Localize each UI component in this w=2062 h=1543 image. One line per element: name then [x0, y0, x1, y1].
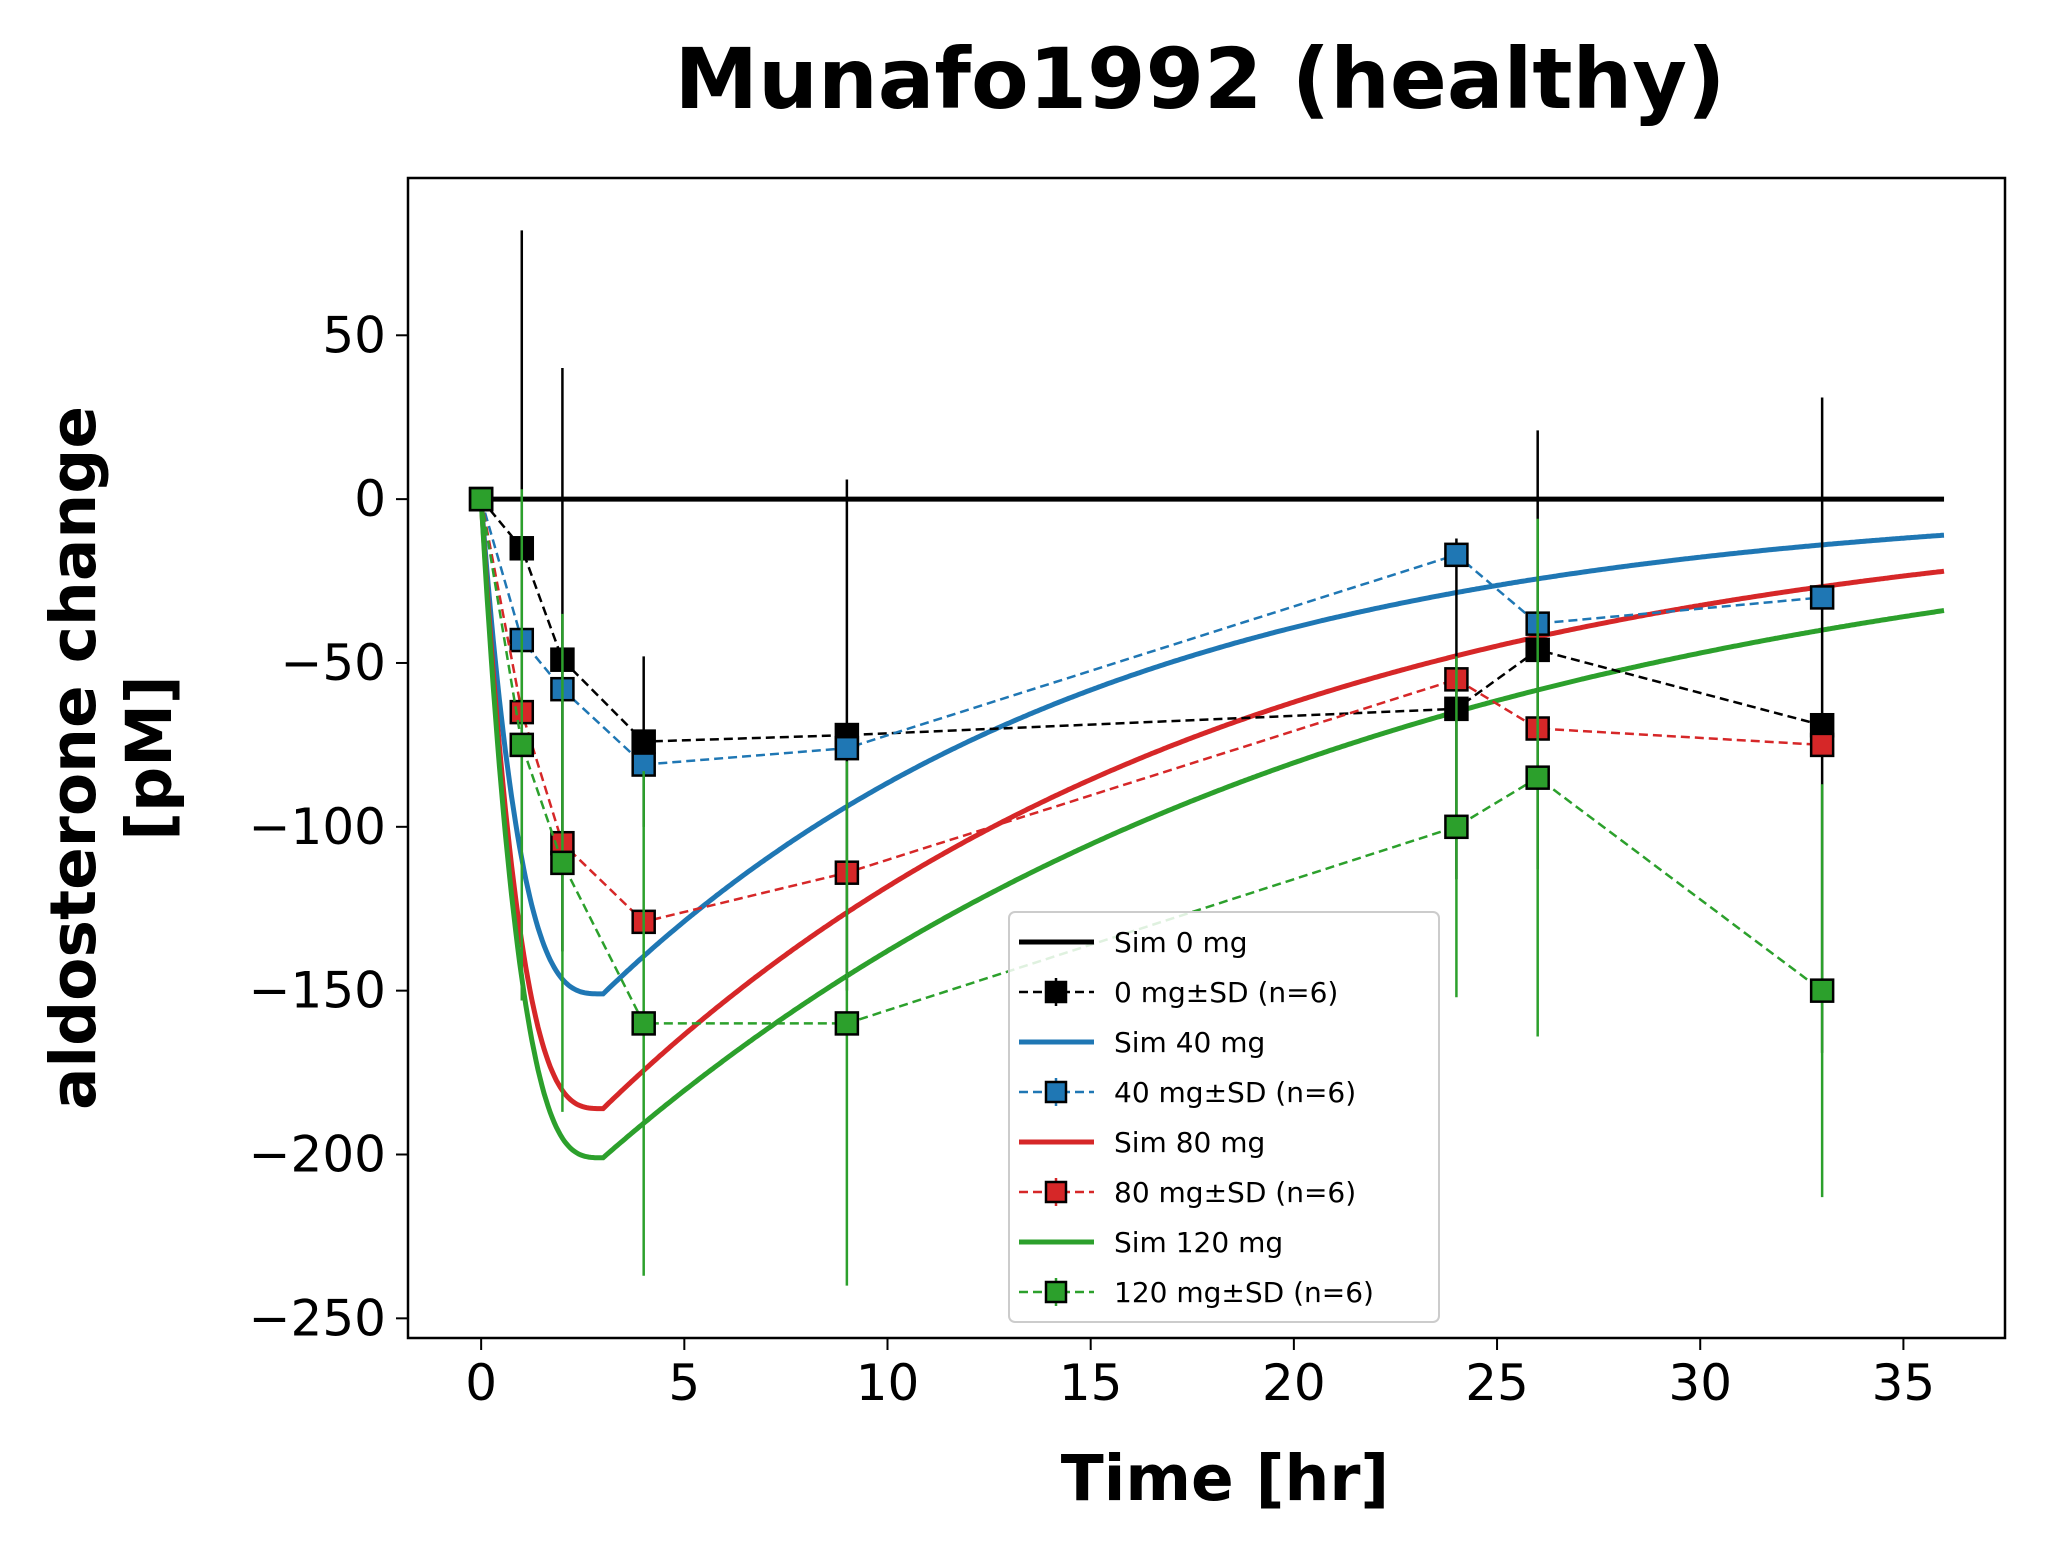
- data-point: [1444, 814, 1469, 840]
- y-tick-label: −50: [280, 634, 386, 692]
- data-point: [509, 732, 535, 758]
- data-line-120mg: [479, 498, 1823, 1025]
- chart-title: Munafo1992 (healthy): [675, 30, 1726, 128]
- y-axis: −250 −200 −150 −100 −50 0 50: [249, 306, 408, 1347]
- y-axis-label-unit: [pM]: [113, 675, 186, 840]
- legend-sim-label-0mg: Sim 0 mg: [1114, 926, 1248, 959]
- data-point: [1809, 978, 1835, 1003]
- data-series-80mg: [468, 486, 1835, 935]
- plot-area: [468, 230, 1945, 1286]
- legend-data-label-80mg: 80 mg±SD (n=6): [1114, 1176, 1356, 1209]
- data-series-120mg: [468, 486, 1835, 1286]
- data-series-40mg: [468, 486, 1835, 777]
- y-axis-label: aldosterone change: [37, 406, 110, 1110]
- x-axis-label: Time [hr]: [1061, 1442, 1389, 1515]
- legend-sim-label-40mg: Sim 40 mg: [1114, 1026, 1265, 1059]
- data-point: [1444, 542, 1469, 568]
- x-tick-label: 15: [1059, 1354, 1123, 1412]
- x-tick-label: 0: [465, 1354, 497, 1412]
- y-tick-label: 0: [354, 470, 386, 528]
- data-point: [550, 850, 575, 876]
- legend-data-marker-0mg: [1044, 980, 1068, 1004]
- x-tick-label: 35: [1872, 1354, 1936, 1412]
- y-tick-label: −250: [249, 1289, 386, 1347]
- legend-data-label-40mg: 40 mg±SD (n=6): [1114, 1076, 1356, 1109]
- data-point: [468, 486, 494, 512]
- data-point: [1525, 765, 1550, 790]
- legend-data-marker-80mg: [1044, 1180, 1068, 1204]
- data-point: [1809, 732, 1835, 758]
- x-tick-label: 5: [668, 1354, 700, 1412]
- y-tick-label: 50: [322, 306, 386, 364]
- data-point: [834, 735, 860, 761]
- sim-curve-80mg: [478, 498, 1945, 1112]
- x-tick-label: 20: [1262, 1354, 1326, 1412]
- legend-data-label-120mg: 120 mg±SD (n=6): [1114, 1276, 1374, 1309]
- data-point: [631, 729, 656, 754]
- legend: Sim 0 mg 0 mg±SD (n=6) Sim 40 mg 40 mg±SD (…: [1008, 911, 1440, 1323]
- legend-box: [1008, 911, 1440, 1323]
- data-line-40mg: [479, 498, 1823, 766]
- sim-curve-120mg: [478, 498, 1945, 1161]
- legend-data-label-0mg: 0 mg±SD (n=6): [1114, 976, 1338, 1009]
- x-axis: 0 5 10 15 20 25 30 35: [465, 1338, 1935, 1412]
- legend-data-marker-40mg: [1044, 1080, 1068, 1104]
- x-tick-label: 10: [856, 1354, 920, 1412]
- plot-content: [468, 230, 1945, 1286]
- sim-curve-40mg: [478, 498, 1945, 997]
- data-line-80mg: [479, 498, 1823, 924]
- y-tick-label: −150: [249, 962, 386, 1020]
- data-point: [834, 1011, 860, 1036]
- data-point: [1809, 585, 1835, 610]
- y-tick-label: −100: [249, 798, 386, 856]
- data-line-0mg: [480, 498, 1823, 743]
- x-tick-label: 30: [1668, 1354, 1732, 1412]
- legend-sim-label-120mg: Sim 120 mg: [1114, 1226, 1283, 1259]
- data-point: [631, 1011, 656, 1036]
- y-tick-label: −200: [249, 1125, 386, 1183]
- legend-sim-label-80mg: Sim 80 mg: [1114, 1126, 1265, 1159]
- legend-data-marker-120mg: [1044, 1280, 1068, 1304]
- x-tick-label: 25: [1465, 1354, 1529, 1412]
- axes-frame: [406, 176, 2007, 1340]
